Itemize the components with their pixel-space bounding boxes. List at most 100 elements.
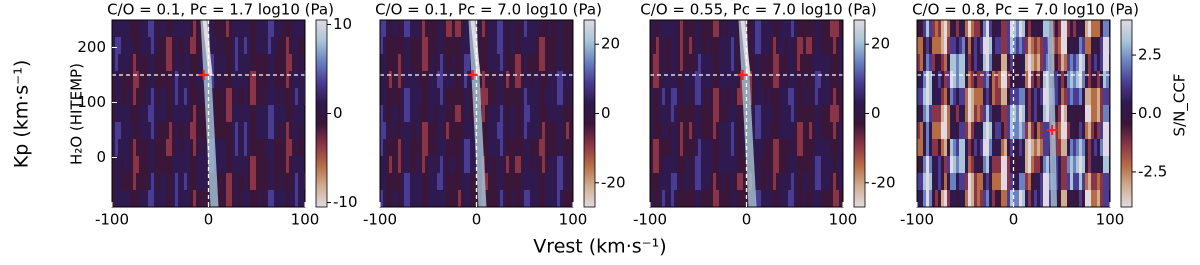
heatmap-cell: [1001, 156, 1005, 174]
heatmap-cell: [407, 105, 411, 123]
heatmap-cell: [755, 37, 759, 55]
heatmap-cell: [1043, 156, 1047, 174]
heatmap-cell: [794, 173, 798, 191]
heatmap-cell: [1004, 105, 1008, 123]
heatmap-cell: [680, 139, 684, 157]
heatmap-cell: [163, 54, 167, 72]
heatmap-cell: [464, 156, 468, 174]
heatmap-cell: [548, 54, 552, 72]
heatmap-cell: [1082, 105, 1086, 123]
heatmap-cell: [761, 88, 765, 106]
heatmap-cell: [193, 173, 197, 191]
heatmap-cell: [572, 20, 573, 38]
heatmap-cell: [563, 37, 567, 55]
heatmap-cell: [665, 105, 669, 123]
heatmap-cell: [740, 156, 744, 174]
heatmap-cell: [791, 190, 795, 207]
heatmap-cell: [953, 88, 957, 106]
heatmap-cell: [953, 122, 957, 140]
panel-title: C/O = 0.1, Pc = 1.7 log10 (Pa): [107, 1, 334, 19]
heatmap-cell: [1043, 71, 1047, 89]
heatmap-cell: [1013, 139, 1017, 157]
heatmap-cell: [674, 20, 678, 38]
heatmap-cell: [548, 139, 552, 157]
heatmap-cell: [452, 71, 456, 89]
heatmap-cell: [704, 20, 708, 38]
heatmap-cell: [470, 190, 474, 207]
heatmap-cell: [839, 190, 843, 207]
heatmap-cell: [268, 88, 272, 106]
heatmap-cell: [187, 71, 191, 89]
heatmap-cell: [121, 122, 125, 140]
heatmap-cell: [785, 139, 789, 157]
heatmap-cell: [680, 173, 684, 191]
heatmap-cell: [491, 88, 495, 106]
heatmap-cell: [827, 173, 831, 191]
heatmap-cell: [953, 173, 957, 191]
heatmap-cell: [830, 105, 834, 123]
heatmap-cell: [1055, 37, 1059, 55]
heatmap-cell: [539, 20, 543, 38]
heatmap-cell: [241, 139, 245, 157]
heatmap-cell: [286, 156, 290, 174]
heatmap-cell: [671, 105, 675, 123]
heatmap-cell: [758, 54, 762, 72]
heatmap-cell: [545, 20, 549, 38]
heatmap-cell: [425, 71, 429, 89]
heatmap-cell: [539, 139, 543, 157]
heatmap-cell: [974, 156, 978, 174]
heatmap-cell: [485, 54, 489, 72]
heatmap-cell: [935, 122, 939, 140]
heatmap-cell: [995, 88, 999, 106]
heatmap-cell: [395, 71, 399, 89]
heatmap-cell: [259, 139, 263, 157]
heatmap-cell: [1028, 173, 1032, 191]
heatmap-cell: [232, 71, 236, 89]
heatmap-cell: [761, 20, 765, 38]
heatmap-cell: [1034, 88, 1038, 106]
heatmap-cell: [250, 20, 254, 38]
heatmap-cell: [497, 37, 501, 55]
heatmap-cell: [386, 190, 390, 207]
heatmap-cell: [983, 88, 987, 106]
heatmap-cell: [467, 122, 471, 140]
heatmap-cell: [419, 156, 423, 174]
heatmap-cell: [824, 71, 828, 89]
heatmap-cell: [668, 156, 672, 174]
heatmap-cell: [289, 190, 293, 207]
heatmap-cell: [175, 156, 179, 174]
heatmap-cell: [776, 105, 780, 123]
heatmap-cell: [277, 105, 281, 123]
heatmap-cell: [262, 105, 266, 123]
heatmap-cell: [386, 156, 390, 174]
heatmap-cell: [674, 122, 678, 140]
heatmap-cell: [262, 54, 266, 72]
heatmap-cell: [392, 88, 396, 106]
heatmap-cell: [728, 122, 732, 140]
heatmap-cell: [1079, 105, 1083, 123]
heatmap-cell: [734, 190, 738, 207]
heatmap-cell: [431, 139, 435, 157]
heatmap-cell: [539, 88, 543, 106]
heatmap-cell: [193, 105, 197, 123]
heatmap-cell: [686, 139, 690, 157]
heatmap-cell: [554, 105, 558, 123]
heatmap-cell: [214, 88, 218, 106]
heatmap-cell: [554, 122, 558, 140]
heatmap-cell: [241, 88, 245, 106]
heatmap-cell: [262, 190, 266, 207]
heatmap-cell: [271, 37, 275, 55]
heatmap-cell: [298, 156, 302, 174]
heatmap-cell: [530, 88, 534, 106]
heatmap-cell: [989, 173, 993, 191]
heatmap-cell: [1046, 156, 1050, 174]
heatmap-cell: [154, 105, 158, 123]
heatmap-cell: [226, 20, 230, 38]
heatmap-cell: [434, 173, 438, 191]
heatmap-cell: [722, 122, 726, 140]
heatmap-cell: [1043, 105, 1047, 123]
heatmap-cell: [671, 20, 675, 38]
heatmap-cell: [1037, 37, 1041, 55]
heatmap-cell: [779, 105, 783, 123]
heatmap-cell: [1016, 122, 1020, 140]
